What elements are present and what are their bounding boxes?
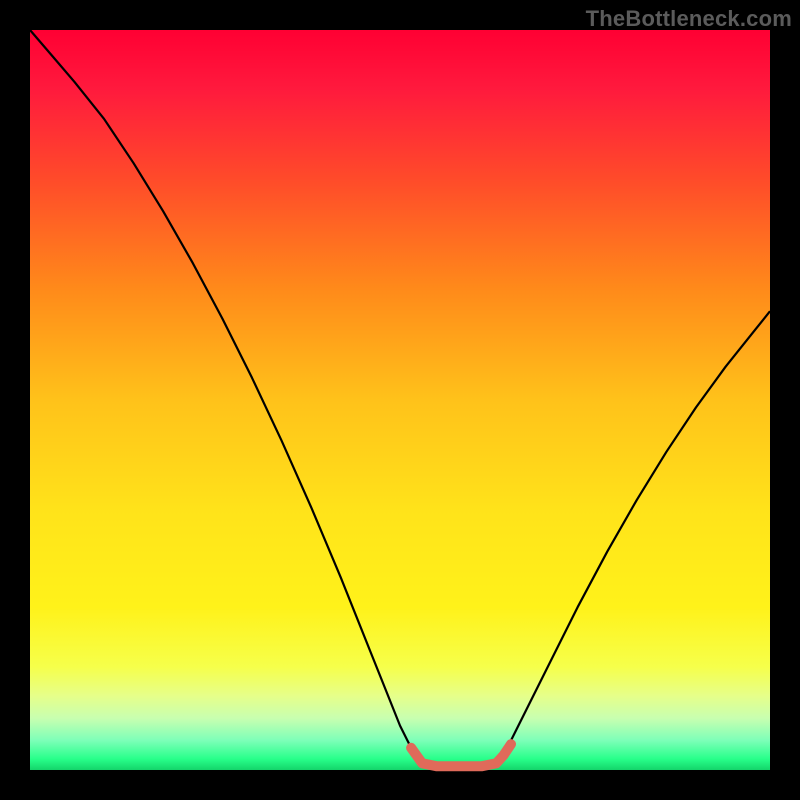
chart-container: TheBottleneck.com	[0, 0, 800, 800]
plot-area-gradient	[30, 30, 770, 770]
bottleneck-chart-svg	[0, 0, 800, 800]
watermark-text: TheBottleneck.com	[586, 6, 792, 32]
